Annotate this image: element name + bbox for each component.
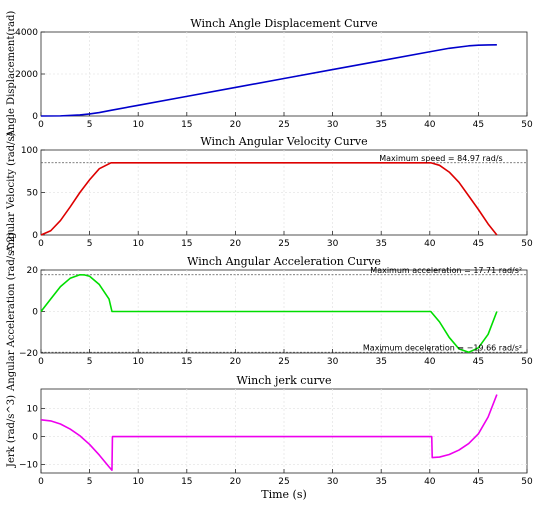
- x-tick-label: 5: [87, 120, 93, 130]
- y-tick-label: 0: [32, 308, 38, 318]
- x-tick-label: 0: [38, 239, 44, 249]
- y-tick-label: 0: [32, 231, 38, 241]
- x-tick-label: 0: [38, 120, 44, 130]
- x-tick-label: 10: [132, 239, 144, 249]
- y-tick-label: 0: [32, 433, 38, 443]
- x-tick-label: 5: [87, 477, 93, 487]
- x-tick-label: 5: [87, 239, 93, 249]
- x-tick-label: 20: [230, 477, 242, 487]
- x-tick-label: 10: [132, 120, 144, 130]
- x-tick-label: 5: [87, 357, 93, 367]
- x-tick-label: 10: [132, 477, 144, 487]
- y-tick-label: 20: [27, 266, 39, 276]
- x-axis-label: Time (s): [261, 488, 307, 501]
- y-tick-label: 10: [27, 405, 39, 415]
- annotation-label: Maximum acceleration = 17.71 rad/s²: [370, 266, 522, 275]
- y-axis-label: Jerk (rad/s^3): [6, 395, 17, 468]
- x-tick-label: 20: [230, 357, 242, 367]
- x-tick-label: 15: [181, 357, 192, 367]
- x-tick-label: 40: [424, 477, 436, 487]
- x-tick-label: 35: [375, 120, 386, 130]
- x-tick-label: 25: [278, 357, 289, 367]
- x-tick-label: 15: [181, 239, 192, 249]
- x-tick-label: 30: [327, 239, 339, 249]
- y-axis-label: Angle Displacement(rad): [6, 11, 17, 139]
- series-line: [40, 273, 498, 354]
- x-tick-label: 50: [521, 477, 533, 487]
- x-tick-label: 40: [424, 357, 436, 367]
- x-tick-label: 10: [132, 357, 144, 367]
- y-tick-label: −10: [19, 461, 38, 471]
- chart-title: Winch Angle Displacement Curve: [190, 17, 377, 30]
- x-tick-label: 20: [230, 120, 242, 130]
- chart-title: Winch jerk curve: [236, 374, 331, 387]
- x-tick-label: 45: [473, 357, 484, 367]
- series-line: [40, 44, 497, 117]
- x-tick-label: 35: [375, 357, 386, 367]
- y-tick-label: 4000: [15, 28, 38, 38]
- x-tick-label: 0: [38, 477, 44, 487]
- x-tick-label: 45: [473, 477, 484, 487]
- x-tick-label: 50: [521, 357, 533, 367]
- x-tick-label: 45: [473, 120, 484, 130]
- x-tick-label: 0: [38, 357, 44, 367]
- subplot-1: 0 5 10 15 20 25 30 35 40 45 50 0 2000 4000 Winch Angle…: [6, 11, 533, 139]
- x-tick-label: 50: [521, 120, 533, 130]
- x-tick-label: 15: [181, 477, 192, 487]
- x-tick-label: 40: [424, 120, 436, 130]
- x-tick-label: 15: [181, 120, 192, 130]
- y-tick-label: 50: [27, 189, 39, 199]
- y-tick-label: 2000: [15, 70, 38, 80]
- x-tick-label: 40: [424, 239, 436, 249]
- subplot-2: 0 5 10 15 20 25 30 35 40 45 50 0 50 100 Winch Angular …: [6, 132, 533, 253]
- x-tick-label: 35: [375, 477, 386, 487]
- y-axis-label: Angular Velocity (rad/s): [6, 132, 17, 253]
- chart-title: Winch Angular Acceleration Curve: [187, 255, 381, 268]
- x-tick-label: 45: [473, 239, 484, 249]
- x-tick-label: 30: [327, 477, 339, 487]
- x-tick-label: 25: [278, 477, 289, 487]
- series-line: [40, 394, 498, 472]
- y-tick-label: −20: [19, 349, 38, 359]
- y-axis-label: Angular Acceleration (rad/s^2): [6, 232, 17, 392]
- y-tick-label: 100: [21, 146, 38, 156]
- x-tick-label: 25: [278, 120, 289, 130]
- y-tick-label: 0: [32, 112, 38, 122]
- annotation-label: Maximum speed = 84.97 rad/s: [379, 154, 503, 163]
- annotation-label: Maximum deceleration = −19.66 rad/s²: [363, 343, 522, 352]
- x-tick-label: 20: [230, 239, 242, 249]
- chart-title: Winch Angular Velocity Curve: [200, 135, 367, 148]
- series-line: [40, 161, 498, 236]
- x-tick-label: 35: [375, 239, 386, 249]
- x-tick-label: 50: [521, 239, 533, 249]
- x-tick-label: 30: [327, 120, 339, 130]
- x-tick-label: 25: [278, 239, 289, 249]
- x-tick-label: 30: [327, 357, 339, 367]
